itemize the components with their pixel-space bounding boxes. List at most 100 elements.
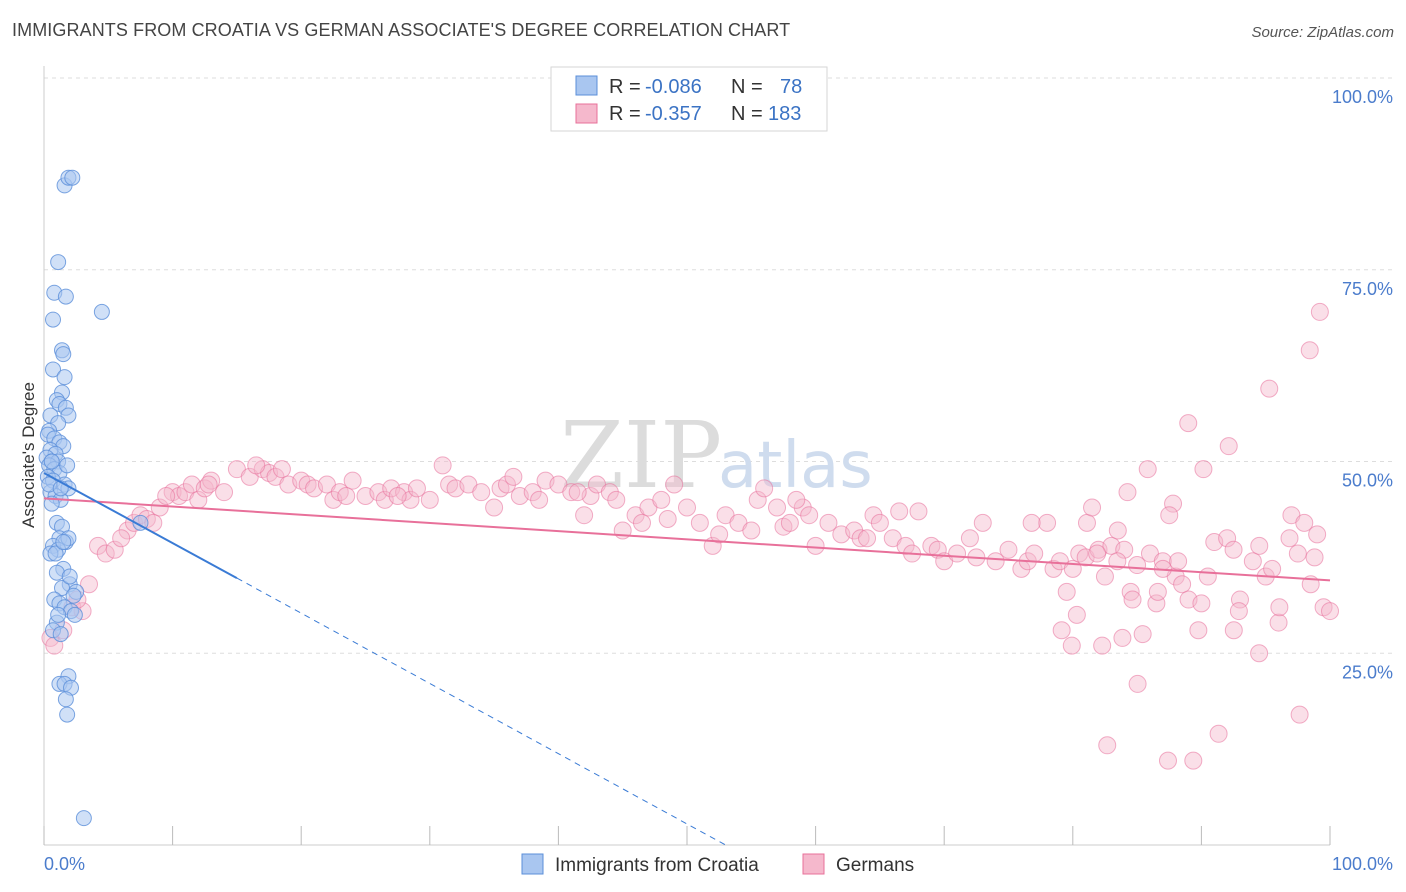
correlation-legend: R = -0.086 N = 78 R = -0.357 N = 183 (550, 66, 828, 132)
germans-point-157 (1133, 625, 1152, 644)
germans-point-186 (632, 513, 651, 532)
germans-point-176 (1290, 705, 1309, 724)
germans-points (41, 302, 1339, 770)
germans-point-118 (1121, 582, 1140, 601)
germans-point-7 (105, 540, 124, 559)
germans-point-44 (420, 490, 439, 509)
germans-point-115 (1095, 567, 1114, 586)
germans-point-76 (742, 521, 761, 540)
y-tick-label-3: 100.0% (1332, 87, 1393, 107)
croatia-point-77 (50, 606, 67, 623)
croatia-point-68 (59, 706, 76, 723)
watermark: ZIP atlas (560, 402, 873, 509)
germans-point-129 (1218, 529, 1237, 548)
legend-swatch-germans (575, 103, 598, 124)
germans-point-127 (1198, 567, 1217, 586)
series-legend-label-germans: Germans (836, 855, 914, 876)
germans-point-190 (247, 456, 266, 475)
germans-point-158 (1138, 460, 1157, 479)
legend-r-value-2: -0.357 (645, 103, 702, 125)
germans-point-135 (1263, 559, 1282, 578)
germans-point-130 (1224, 540, 1243, 559)
croatia-point-10 (45, 361, 62, 378)
germans-trend-line (43, 497, 1331, 582)
croatia-point-11 (56, 369, 73, 386)
legend-n-label-2: N = (731, 103, 763, 125)
x-tick-label-1: 100.0% (1332, 854, 1393, 874)
germans-point-52 (497, 475, 516, 494)
germans-point-172 (1250, 644, 1269, 663)
germans-point-164 (1179, 414, 1198, 433)
germans-point-89 (858, 529, 877, 548)
germans-point-165 (1184, 751, 1203, 770)
germans-point-187 (568, 483, 587, 502)
y-tick-label-0: 25.0% (1342, 662, 1393, 682)
y-tick-labels: 25.0% 50.0% 75.0% 100.0% (1332, 87, 1393, 682)
x-tick-labels: 0.0% 100.0% (44, 854, 1393, 874)
croatia-trend-extension (236, 577, 726, 846)
germans-point-152 (1098, 736, 1117, 755)
germans-point-145 (1057, 582, 1076, 601)
germans-point-154 (1118, 483, 1137, 502)
croatia-point-6 (93, 303, 110, 320)
legend-r-label-2: R = (609, 103, 641, 125)
germans-point-45 (433, 456, 452, 475)
germans-point-177 (1300, 341, 1319, 360)
germans-point-71 (690, 513, 709, 532)
legend-r-value-1: -0.086 (645, 76, 702, 98)
germans-point-79 (768, 498, 787, 517)
germans-point-73 (710, 525, 729, 544)
series-legend-swatch-germans (802, 853, 825, 875)
germans-point-59 (575, 506, 594, 525)
germans-point-132 (1243, 552, 1262, 571)
germans-point-70 (678, 498, 696, 517)
y-tick-label-2: 75.0% (1342, 279, 1393, 299)
germans-point-88 (851, 529, 870, 548)
germans-point-170 (1224, 621, 1243, 640)
germans-point-13 (150, 498, 169, 517)
series-legend-label-croatia: Immigrants from Croatia (555, 855, 759, 876)
germans-point-103 (986, 552, 1005, 571)
germans-point-108 (1038, 513, 1057, 532)
croatia-point-54 (65, 587, 82, 604)
germans-point-85 (819, 513, 838, 532)
germans-point-68 (658, 510, 677, 529)
germans-point-5 (89, 536, 108, 555)
germans-point-63 (607, 490, 626, 509)
germans-point-188 (504, 467, 523, 486)
germans-point-131 (1230, 590, 1249, 609)
germans-point-93 (896, 536, 915, 555)
croatia-point-62 (52, 626, 69, 643)
germans-point-27 (272, 460, 291, 479)
germans-point-35 (337, 487, 356, 506)
legend-swatch-croatia (575, 75, 598, 96)
watermark-zip: ZIP (560, 402, 722, 509)
germans-point-163 (1169, 552, 1188, 571)
germans-point-6 (96, 544, 115, 563)
croatia-point-70 (47, 545, 64, 562)
germans-point-193 (112, 529, 131, 548)
germans-point-21 (215, 483, 234, 502)
germans-point-191 (199, 475, 218, 494)
germans-point-174 (1270, 598, 1289, 617)
germans-point-168 (1209, 724, 1228, 743)
croatia-point-69 (75, 810, 92, 827)
germans-point-82 (793, 498, 812, 517)
germans-point-77 (748, 490, 767, 509)
germans-point-180 (1305, 548, 1324, 567)
germans-point-148 (1077, 513, 1096, 532)
germans-point-36 (343, 471, 362, 490)
legend-n-value-1: 78 (780, 76, 802, 98)
germans-point-4 (80, 575, 99, 594)
germans-point-151 (1093, 636, 1112, 655)
germans-point-109 (1044, 559, 1063, 578)
chart-title: IMMIGRANTS FROM CROATIA VS GERMAN ASSOCI… (12, 20, 791, 40)
germans-point-141 (1308, 525, 1327, 544)
legend-n-label-1: N = (731, 76, 763, 98)
germans-point-150 (1088, 544, 1107, 563)
germans-point-99 (948, 544, 967, 563)
x-tick-label-0: 0.0% (44, 854, 85, 874)
croatia-point-67 (57, 691, 74, 708)
germans-point-97 (928, 540, 947, 559)
germans-point-95 (909, 502, 928, 521)
